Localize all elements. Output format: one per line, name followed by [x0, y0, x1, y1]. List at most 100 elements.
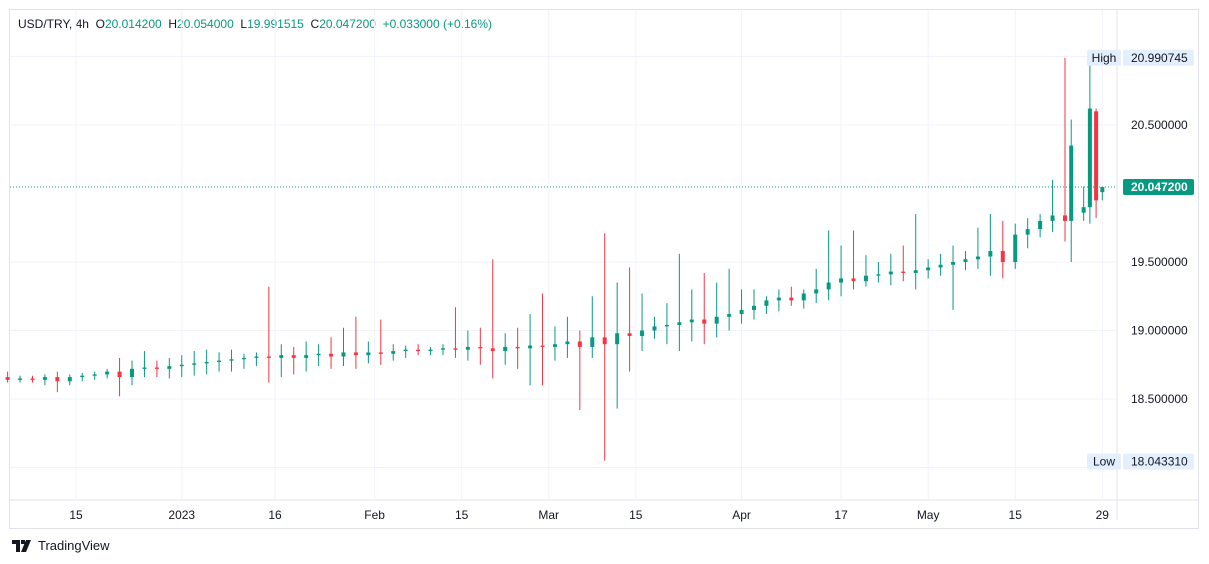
candle-body: [951, 262, 956, 265]
candle: [652, 316, 657, 339]
candle: [30, 375, 35, 383]
candle: [640, 293, 645, 352]
candle: [727, 268, 732, 331]
brand-name: TradingView: [38, 538, 110, 553]
candle-body: [764, 300, 769, 306]
tradingview-logo[interactable]: TradingView: [12, 538, 110, 553]
candle-body: [1025, 229, 1030, 235]
x-tick-label: Feb: [364, 508, 385, 522]
candle-body: [316, 353, 321, 356]
candle: [478, 327, 483, 365]
candle-body: [241, 357, 246, 360]
candle: [341, 327, 346, 367]
candle-body: [789, 297, 794, 301]
candle: [888, 253, 893, 286]
high-marker-badge: [1087, 49, 1121, 66]
candle: [154, 360, 159, 378]
candle-body: [565, 341, 570, 345]
candle: [266, 286, 271, 383]
candle: [851, 230, 856, 290]
candle: [689, 289, 694, 342]
candle-body: [67, 377, 72, 382]
candle: [428, 346, 433, 356]
candle: [67, 374, 72, 386]
candle-body: [664, 325, 669, 327]
candle-body: [291, 355, 296, 358]
candle: [241, 353, 246, 369]
low-value-badge: [1123, 453, 1194, 470]
candle-body: [727, 314, 732, 317]
candle: [80, 372, 85, 382]
candle: [702, 272, 707, 345]
candle: [254, 352, 259, 367]
candle-body: [490, 348, 495, 352]
candle: [1100, 186, 1105, 201]
candle: [528, 314, 533, 386]
candle: [515, 327, 520, 369]
candle-body: [702, 319, 707, 324]
candle-body: [441, 348, 445, 350]
x-tick-label: 15: [629, 508, 643, 522]
candle: [577, 330, 582, 410]
candle: [764, 296, 769, 315]
candle: [490, 259, 495, 379]
high-value-badge: [1123, 49, 1194, 66]
x-tick-label: May: [917, 508, 940, 522]
low-marker-badge: [1087, 453, 1121, 470]
x-tick-label: 15: [69, 508, 83, 522]
candle: [602, 233, 607, 461]
candle-body: [329, 353, 334, 357]
candle-body: [192, 363, 197, 365]
candle: [42, 374, 47, 386]
candle-body: [677, 322, 682, 326]
candle: [926, 259, 931, 279]
candle-body: [428, 349, 433, 352]
candle: [938, 253, 943, 276]
candle-body: [18, 378, 23, 380]
candle-body: [1000, 251, 1005, 262]
candle-body: [913, 270, 918, 273]
y-tick-label: 20.500000: [1131, 118, 1188, 132]
candle: [117, 357, 122, 397]
candle-body: [55, 377, 60, 382]
candle: [1081, 186, 1086, 221]
candle-body: [926, 267, 931, 271]
candle-body: [204, 362, 209, 364]
candle: [279, 344, 284, 378]
candle-body: [465, 346, 470, 350]
candle-body: [154, 367, 159, 369]
candle-body: [801, 293, 806, 301]
candle-body: [776, 297, 781, 301]
candle: [565, 316, 570, 358]
candle-body: [627, 333, 632, 336]
candle-body: [117, 371, 122, 378]
candle-body: [851, 278, 856, 282]
candle-body: [179, 364, 184, 367]
candle-body: [814, 289, 819, 294]
candle-body: [229, 359, 234, 361]
candle: [1000, 220, 1005, 279]
low-marker-label: Low: [1093, 455, 1115, 469]
candle-body: [341, 352, 346, 357]
candle-body: [130, 368, 134, 378]
candle: [1063, 57, 1067, 242]
change-value: +0.033000 (+0.16%): [382, 17, 493, 31]
candle-body: [652, 326, 657, 331]
candle-body: [515, 346, 520, 349]
candle-body: [752, 305, 756, 310]
ohlc-legend: USD/TRY, 4h O20.014200 H20.054000 L19.99…: [18, 17, 492, 31]
candle: [366, 341, 371, 364]
candle: [826, 230, 831, 301]
candle: [391, 344, 396, 361]
high-marker-label: High: [1092, 51, 1117, 65]
candle-body: [1100, 187, 1105, 193]
candle-body: [1013, 234, 1018, 262]
open-value: 20.014200: [104, 17, 162, 31]
candle: [403, 345, 408, 358]
candle: [739, 289, 744, 324]
x-tick-label: Mar: [538, 508, 559, 522]
candle-body: [5, 377, 10, 380]
candle-body: [1063, 215, 1067, 221]
candle: [1038, 214, 1043, 238]
